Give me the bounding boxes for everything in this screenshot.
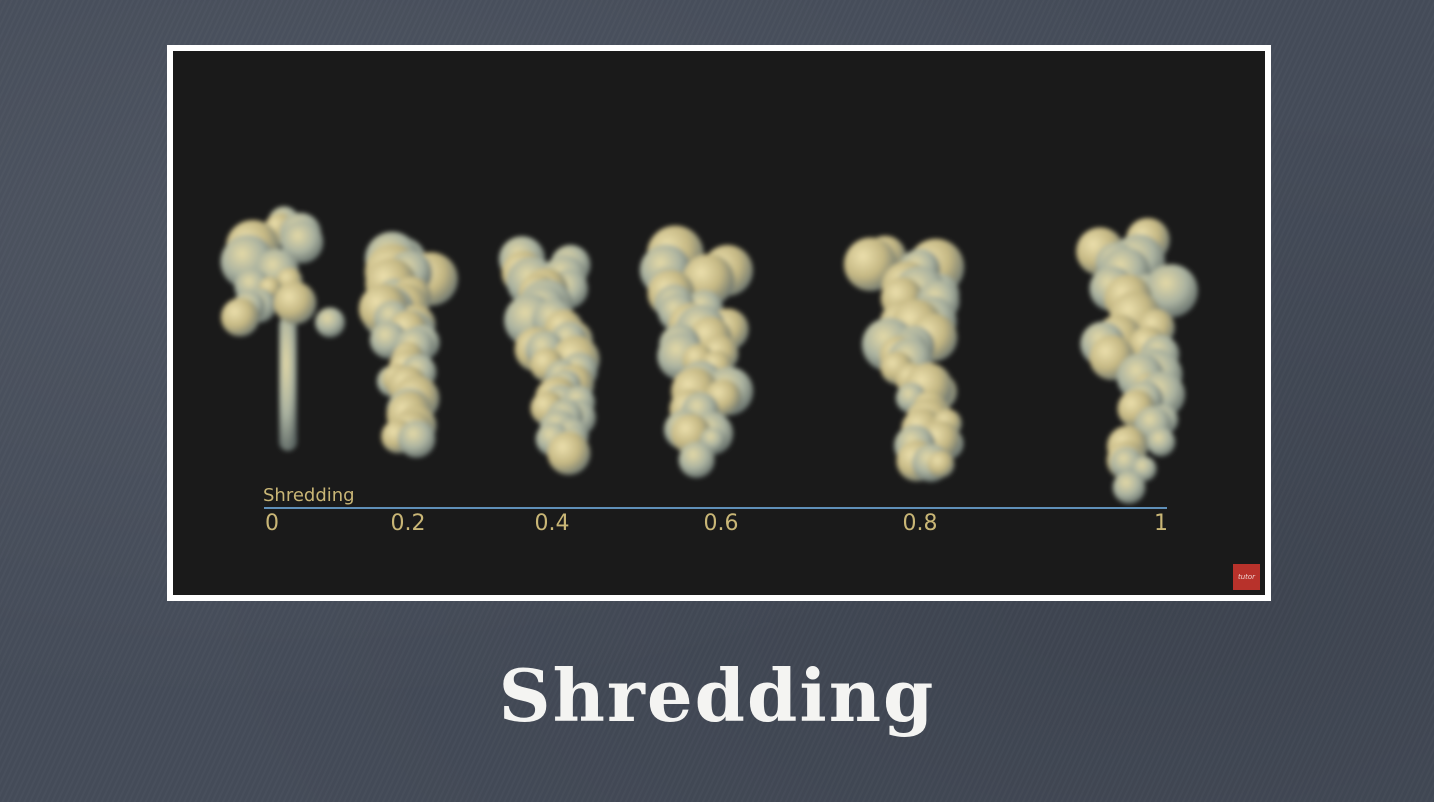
scale-axis-line [264, 507, 1167, 509]
smoke-plume-2 [498, 236, 600, 475]
smoke-plume-0 [220, 206, 346, 451]
scale-title: Shredding [263, 485, 355, 506]
tick-label-0: 0 [265, 511, 279, 536]
smoke-plume-1 [358, 231, 458, 458]
tick-label-0-2: 0.2 [390, 511, 426, 536]
tick-label-1: 1 [1154, 511, 1168, 536]
smoke-plume-4 [843, 235, 965, 483]
smoke-plume-5 [1076, 218, 1198, 504]
smoke-render-image: Shredding 0 0.2 0.4 0.6 0.8 1 tutor [173, 51, 1265, 595]
tick-label-0-4: 0.4 [534, 511, 570, 536]
slide-title: Shredding [498, 653, 936, 738]
smoke-plume-3 [639, 225, 754, 479]
tick-label-0-8: 0.8 [902, 511, 938, 536]
tutor-badge-icon: tutor [1233, 564, 1260, 590]
figure-frame: Shredding 0 0.2 0.4 0.6 0.8 1 tutor [167, 45, 1271, 601]
smoke-plumes [220, 206, 1198, 504]
tick-label-0-6: 0.6 [703, 511, 739, 536]
